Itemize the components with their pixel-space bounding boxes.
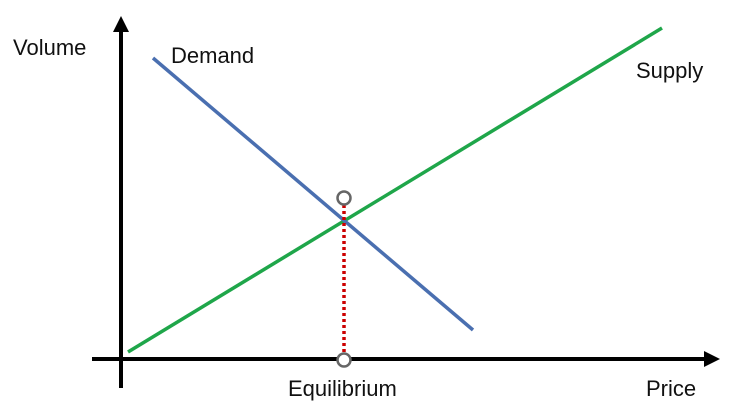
supply-curve-label: Supply <box>636 58 704 83</box>
y-axis-arrowhead <box>113 16 129 32</box>
equilibrium-label: Equilibrium <box>288 376 397 401</box>
equilibrium-price-marker <box>336 352 352 368</box>
x-axis-label: Price <box>646 376 697 401</box>
supply-line <box>127 26 663 354</box>
demand-curve-label: Demand <box>171 43 255 68</box>
x-axis-arrowhead <box>704 351 720 367</box>
demand-line <box>151 56 475 332</box>
equilibrium-point-marker <box>336 190 352 206</box>
y-axis-label: Volume <box>13 35 87 60</box>
